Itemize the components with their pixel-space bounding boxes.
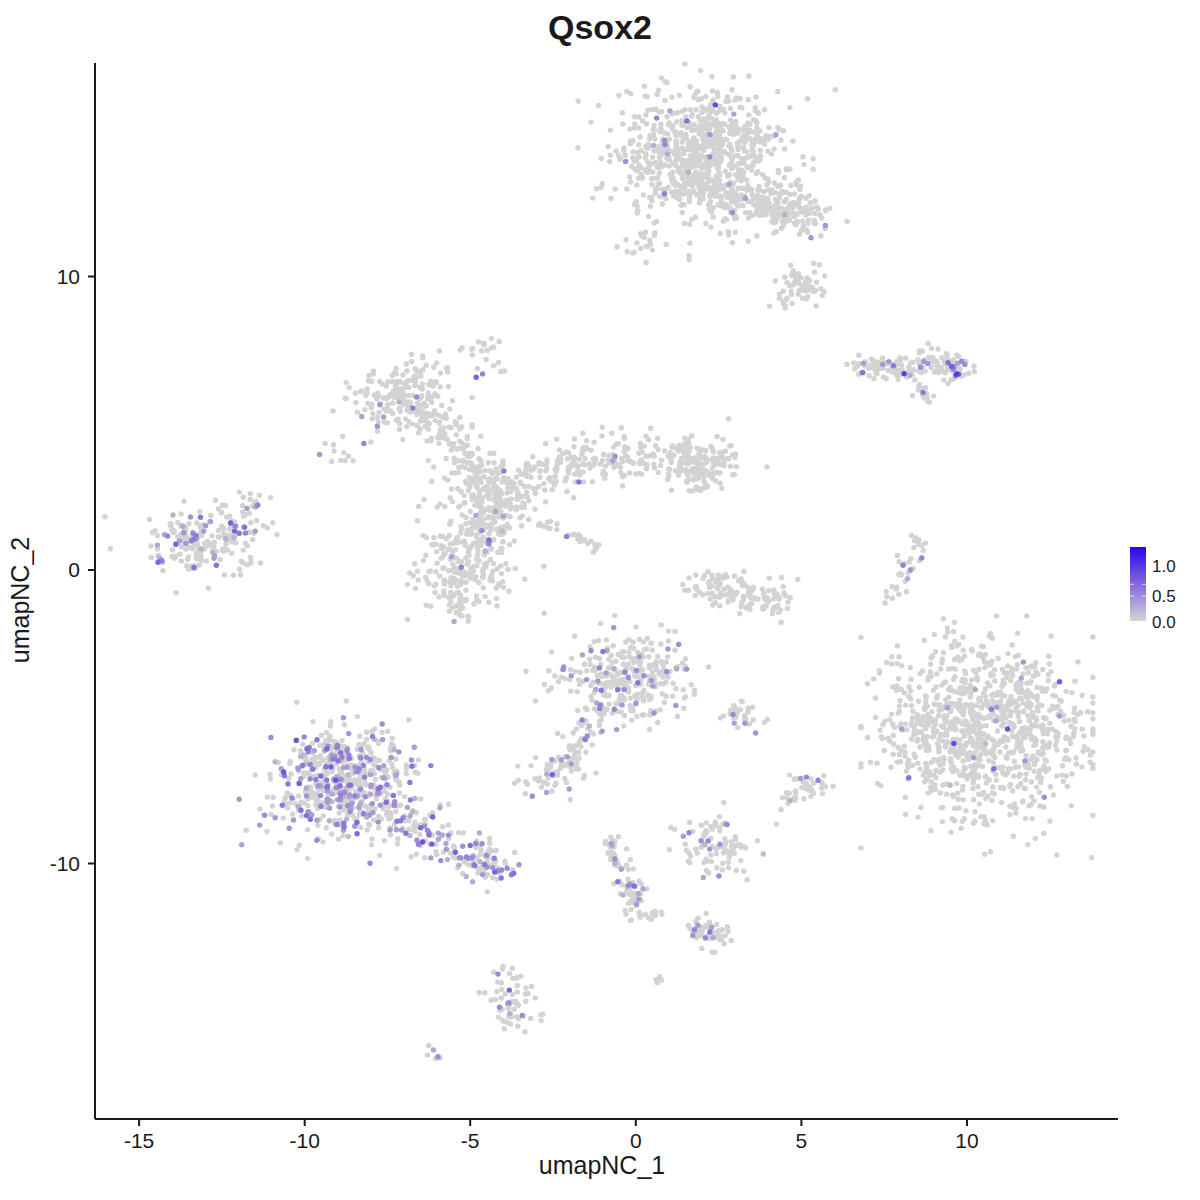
svg-text:0: 0 <box>68 558 80 581</box>
svg-text:0.5: 0.5 <box>1152 587 1176 606</box>
svg-text:-5: -5 <box>461 1129 480 1152</box>
svg-text:1.0: 1.0 <box>1152 557 1176 576</box>
svg-text:10: 10 <box>955 1129 978 1152</box>
svg-text:-15: -15 <box>124 1129 154 1152</box>
svg-text:0.0: 0.0 <box>1152 613 1176 632</box>
svg-text:0: 0 <box>630 1129 642 1152</box>
svg-text:10: 10 <box>57 265 80 288</box>
svg-text:5: 5 <box>796 1129 808 1152</box>
svg-text:-10: -10 <box>290 1129 320 1152</box>
svg-text:-10: -10 <box>50 852 80 875</box>
